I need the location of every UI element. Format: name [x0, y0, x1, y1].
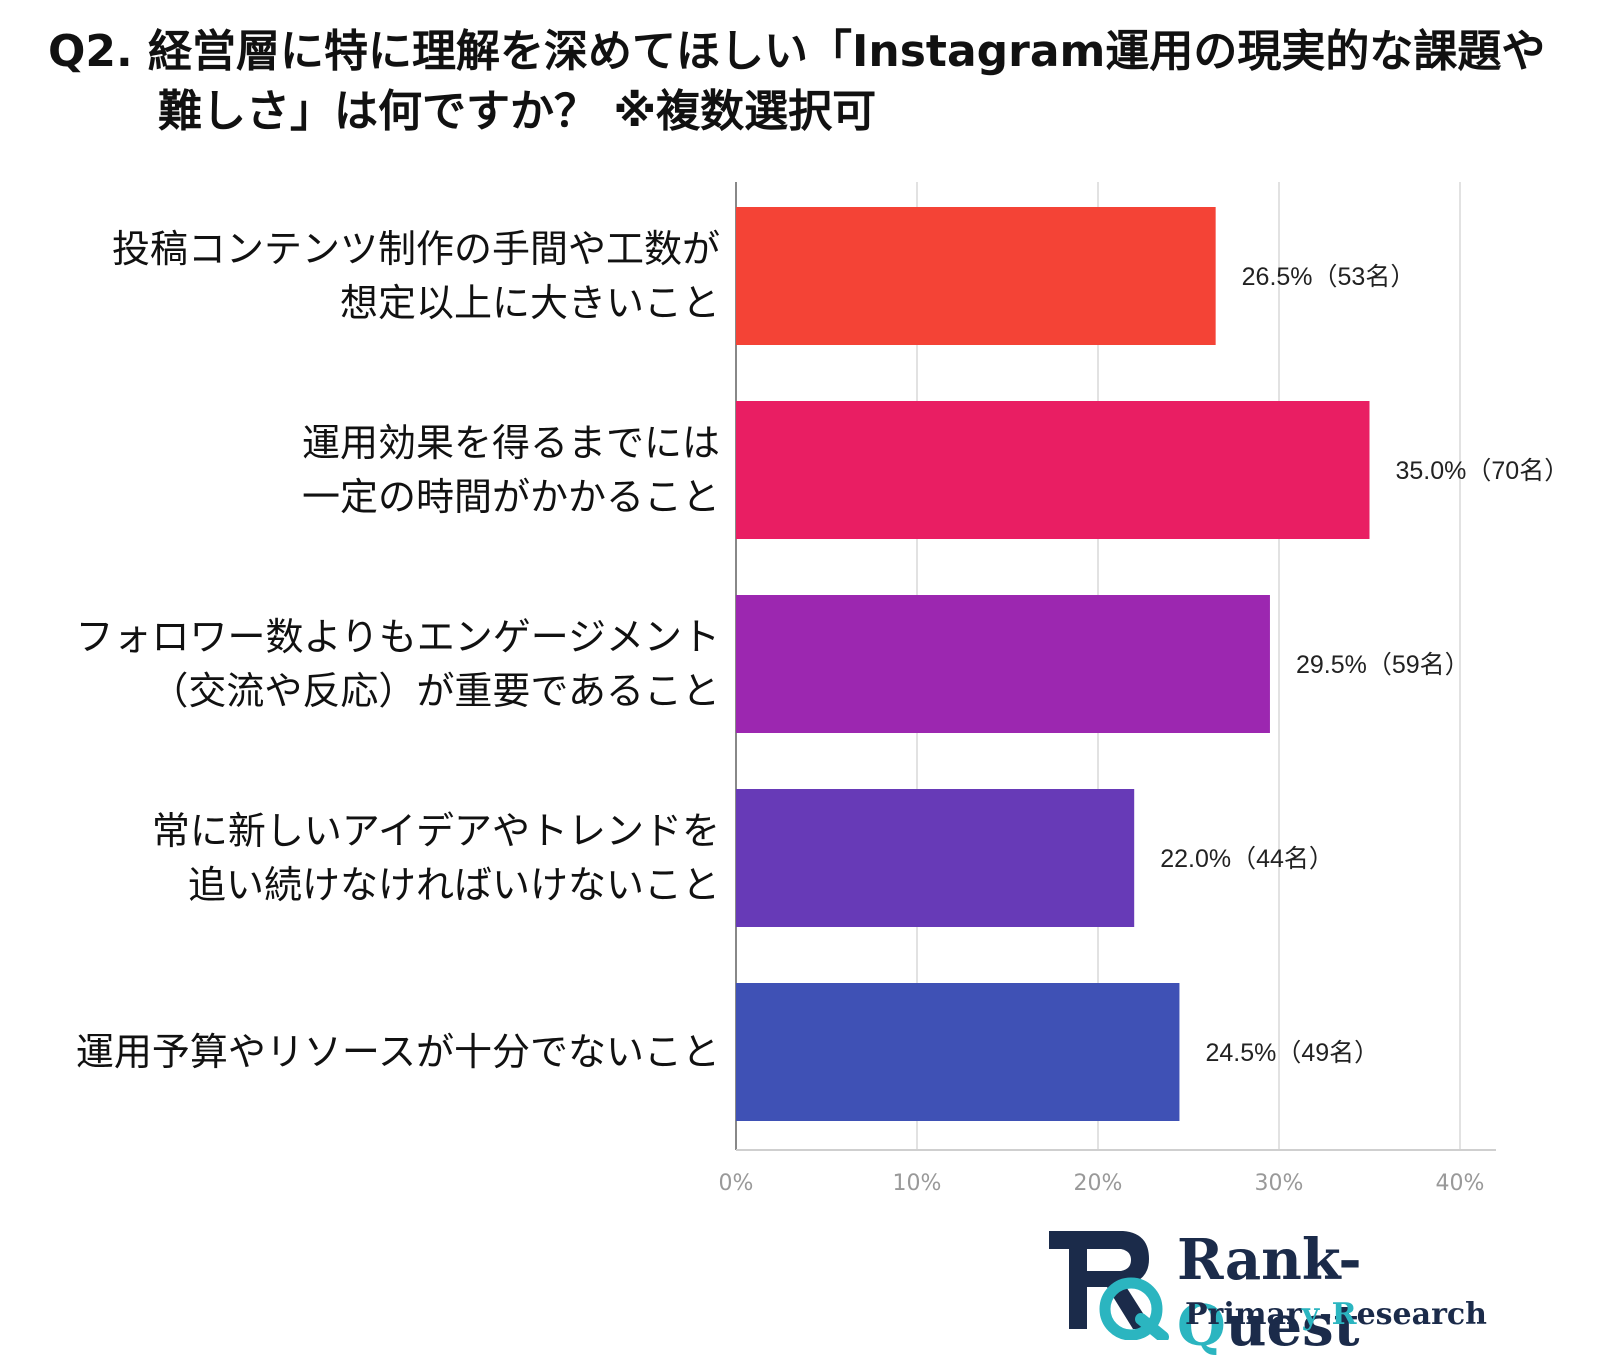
category-label: 一定の時間がかかること: [302, 475, 720, 519]
logo-brand-prefix: Rank-: [1177, 1227, 1362, 1293]
chart-title: Q2. 経営層に特に理解を深めてほしい「Instagram運用の現実的な課題や …: [48, 22, 1608, 142]
bar: [736, 983, 1180, 1121]
logo-subtitle: Primary-Research: [1185, 1297, 1487, 1332]
logo-mark-icon: [1049, 1231, 1169, 1343]
bar-value-label: 24.5%（49名）: [1205, 1039, 1379, 1067]
chart-x-ticks: 0% 10% 20% 30% 40%: [719, 1171, 1485, 1196]
chart-title-line-2: 難しさ」は何ですか？ ※複数選択可: [158, 86, 877, 137]
bar-value-label: 22.0%（44名）: [1160, 845, 1334, 873]
bar: [736, 401, 1370, 539]
x-tick-label: 30%: [1255, 1171, 1304, 1196]
category-label: フォロワー数よりもエンゲージメント: [76, 615, 720, 659]
chart-title-line-1: Q2. 経営層に特に理解を深めてほしい「Instagram運用の現実的な課題や: [48, 26, 1546, 77]
category-label: 運用効果を得るまでには: [302, 421, 720, 465]
logo-sub-y: y: [1301, 1297, 1320, 1332]
bar-value-label: 29.5%（59名）: [1296, 651, 1470, 679]
x-tick-label: 40%: [1436, 1171, 1485, 1196]
category-label: 運用予算やリソースが十分でないこと: [76, 1030, 720, 1074]
bar: [736, 595, 1270, 733]
chart-value-labels: 26.5%（53名） 35.0%（70名） 29.5%（59名） 22.0%（44名）…: [1160, 263, 1569, 1067]
bar-value-label: 35.0%（70名）: [1396, 457, 1570, 485]
bar: [736, 789, 1135, 927]
logo-brand-suffix: uest: [1225, 1293, 1360, 1359]
rank-quest-logo: Rank-Quest Primary-Research: [1045, 1225, 1525, 1359]
logo-sub-suffix: esearch: [1356, 1297, 1487, 1332]
bar: [736, 207, 1216, 345]
logo-brand-text: Rank-Quest: [1177, 1227, 1525, 1359]
category-label: 追い続けなければいけないこと: [188, 863, 720, 907]
x-tick-label: 20%: [1074, 1171, 1123, 1196]
logo-sub-mid: -: [1319, 1297, 1332, 1332]
logo-sub-prefix: Primar: [1185, 1297, 1302, 1332]
chart-bars: [736, 207, 1370, 1121]
category-label: 常に新しいアイデアやトレンドを: [152, 809, 720, 853]
category-label: （交流や反応）が重要であること: [150, 669, 720, 713]
chart-category-labels: 投稿コンテンツ制作の手間や工数が想定以上に大きいこと運用効果を得るまでには一定の…: [76, 227, 720, 1074]
category-label: 想定以上に大きいこと: [340, 281, 720, 325]
category-label: 投稿コンテンツ制作の手間や工数が: [112, 227, 720, 271]
bar-value-label: 26.5%（53名）: [1242, 263, 1416, 291]
x-tick-label: 0%: [719, 1171, 754, 1196]
logo-brand-q: Q: [1177, 1293, 1226, 1359]
logo-sub-r: R: [1331, 1297, 1357, 1332]
x-tick-label: 10%: [893, 1171, 942, 1196]
